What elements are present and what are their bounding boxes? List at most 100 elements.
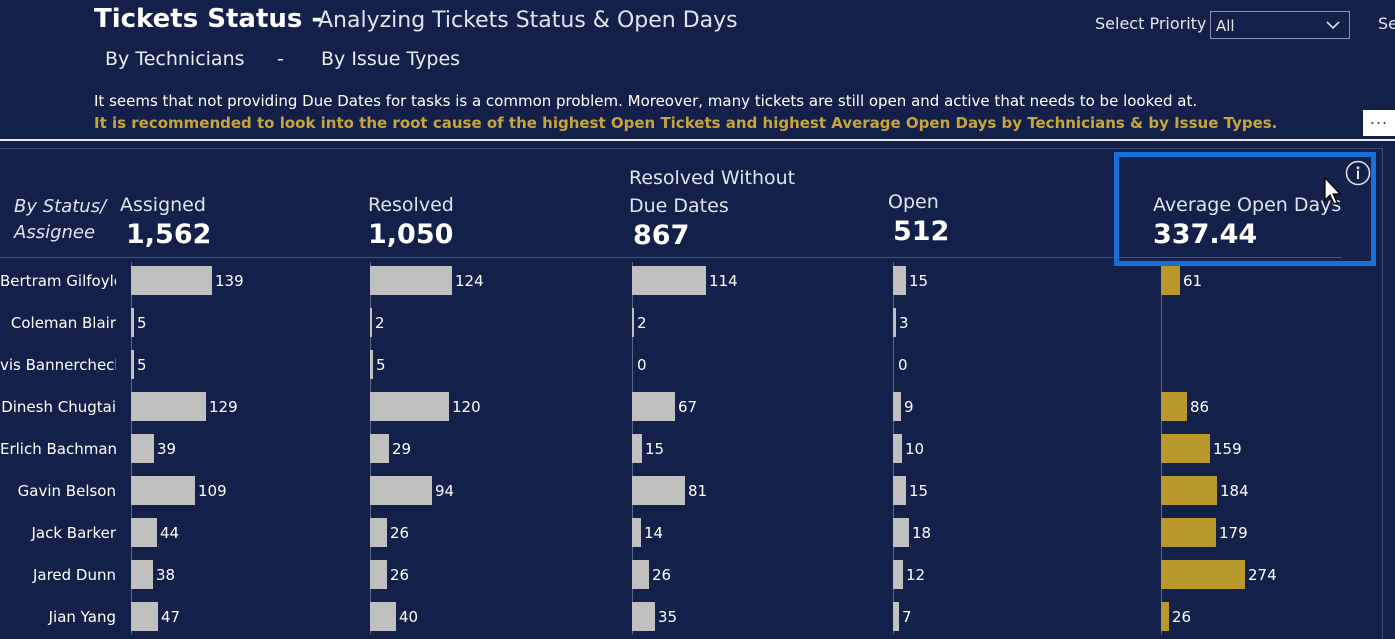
bar-value-label: 15 (909, 482, 929, 500)
bar-value-label: 3 (899, 314, 909, 332)
bar[interactable] (632, 308, 634, 337)
bar[interactable] (131, 560, 153, 589)
bar-value-label: 159 (1213, 440, 1242, 458)
bar[interactable] (370, 476, 432, 505)
column-total: 1,050 (368, 219, 454, 250)
nav-separator: - (277, 48, 284, 70)
bar[interactable] (893, 434, 902, 463)
column-total: 867 (633, 220, 690, 251)
nav-link-by-technicians[interactable]: By Technicians (105, 48, 245, 70)
column-label: Average Open Days (1153, 194, 1342, 216)
bar[interactable] (131, 392, 206, 421)
column-header-assigned: Assigned 1,562 (120, 191, 211, 250)
row-technician-name: Jack Barker (31, 524, 116, 542)
status-matrix-panel (0, 148, 1383, 639)
bar[interactable] (131, 434, 154, 463)
priority-select[interactable]: All (1210, 11, 1350, 39)
row-technician-name: vis Bannercheck (0, 356, 116, 374)
more-options-button[interactable]: ... (1363, 110, 1395, 136)
row-technician-name: Coleman Blair (10, 314, 116, 332)
bar[interactable] (893, 560, 903, 589)
bar-value-label: 109 (198, 482, 227, 500)
column-header-resolved-without-due-dates: Resolved Without Due Dates 867 (629, 164, 795, 251)
bar-value-label: 26 (1172, 608, 1192, 626)
bar[interactable] (370, 602, 396, 631)
bar-value-label: 114 (709, 272, 738, 290)
bar-value-label: 5 (137, 356, 147, 374)
bar-value-label: 40 (399, 608, 419, 626)
column-label: Assigned (120, 194, 206, 216)
bar-value-label: 0 (898, 356, 908, 374)
bar-value-label: 12 (906, 566, 926, 584)
row-header-label: By Status/ Assignee (14, 194, 106, 246)
bar[interactable] (370, 560, 387, 589)
bar[interactable] (131, 266, 212, 295)
bar[interactable] (1161, 560, 1245, 589)
bar[interactable] (370, 518, 387, 547)
bar-value-label: 18 (912, 524, 932, 542)
bar[interactable] (131, 518, 157, 547)
bar-value-label: 274 (1248, 566, 1277, 584)
bar[interactable] (893, 392, 901, 421)
bar[interactable] (632, 392, 675, 421)
nav-link-by-issue-types[interactable]: By Issue Types (321, 48, 461, 70)
bar[interactable] (632, 266, 706, 295)
page-title: Tickets Status - (94, 4, 323, 34)
page-subtitle: Analyzing Tickets Status & Open Days (318, 8, 738, 33)
column-header-average-open-days: Average Open Days 337.44 (1153, 191, 1341, 250)
bar[interactable] (131, 602, 158, 631)
bar[interactable] (893, 266, 906, 295)
column-total: 1,562 (126, 219, 212, 250)
bar[interactable] (131, 308, 134, 337)
column-label: Open (888, 191, 939, 213)
bar[interactable] (893, 308, 896, 337)
column-total: 337.44 (1153, 219, 1258, 250)
bar[interactable] (1161, 518, 1216, 547)
bar[interactable] (632, 560, 649, 589)
bar[interactable] (632, 434, 642, 463)
bar[interactable] (370, 308, 372, 337)
bar[interactable] (893, 476, 906, 505)
row-technician-name: Bertram Gilfoyle (0, 272, 116, 290)
bar-value-label: 2 (375, 314, 385, 332)
bar[interactable] (370, 350, 373, 379)
bar-value-label: 9 (904, 398, 914, 416)
bar[interactable] (893, 518, 909, 547)
bar-value-label: 14 (644, 524, 664, 542)
bar[interactable] (1161, 434, 1210, 463)
bar-value-label: 94 (435, 482, 455, 500)
bar[interactable] (370, 266, 452, 295)
insight-note: It seems that not providing Due Dates fo… (94, 92, 1198, 110)
bar[interactable] (1161, 476, 1217, 505)
bar-value-label: 184 (1220, 482, 1249, 500)
bar[interactable] (131, 476, 195, 505)
info-icon[interactable] (1345, 160, 1371, 186)
bar-value-label: 81 (688, 482, 708, 500)
column-label-line1: Resolved Without (629, 167, 796, 189)
bar-value-label: 29 (392, 440, 412, 458)
selection-highlight-box (1114, 152, 1376, 266)
row-technician-name: Jared Dunn (32, 566, 116, 584)
bar[interactable] (632, 518, 641, 547)
bar-value-label: 124 (455, 272, 484, 290)
bar[interactable] (370, 434, 389, 463)
bar-value-label: 0 (637, 356, 647, 374)
bar[interactable] (370, 392, 449, 421)
bar[interactable] (893, 602, 899, 631)
bar[interactable] (1161, 266, 1180, 295)
column-total: 512 (893, 216, 950, 247)
bar-value-label: 26 (652, 566, 672, 584)
bar[interactable] (1161, 392, 1187, 421)
bar[interactable] (131, 350, 134, 379)
bar-value-label: 26 (390, 566, 410, 584)
bar[interactable] (632, 602, 655, 631)
bar-value-label: 86 (1190, 398, 1210, 416)
column-header-open: Open 512 (888, 188, 949, 247)
second-filter-label: Se (1378, 14, 1395, 33)
bar-value-label: 179 (1219, 524, 1248, 542)
bar[interactable] (1161, 602, 1169, 631)
row-header-line1: By Status/ (14, 196, 107, 217)
mouse-cursor-icon (1324, 176, 1342, 205)
chevron-down-icon (1326, 21, 1340, 30)
bar[interactable] (632, 476, 685, 505)
